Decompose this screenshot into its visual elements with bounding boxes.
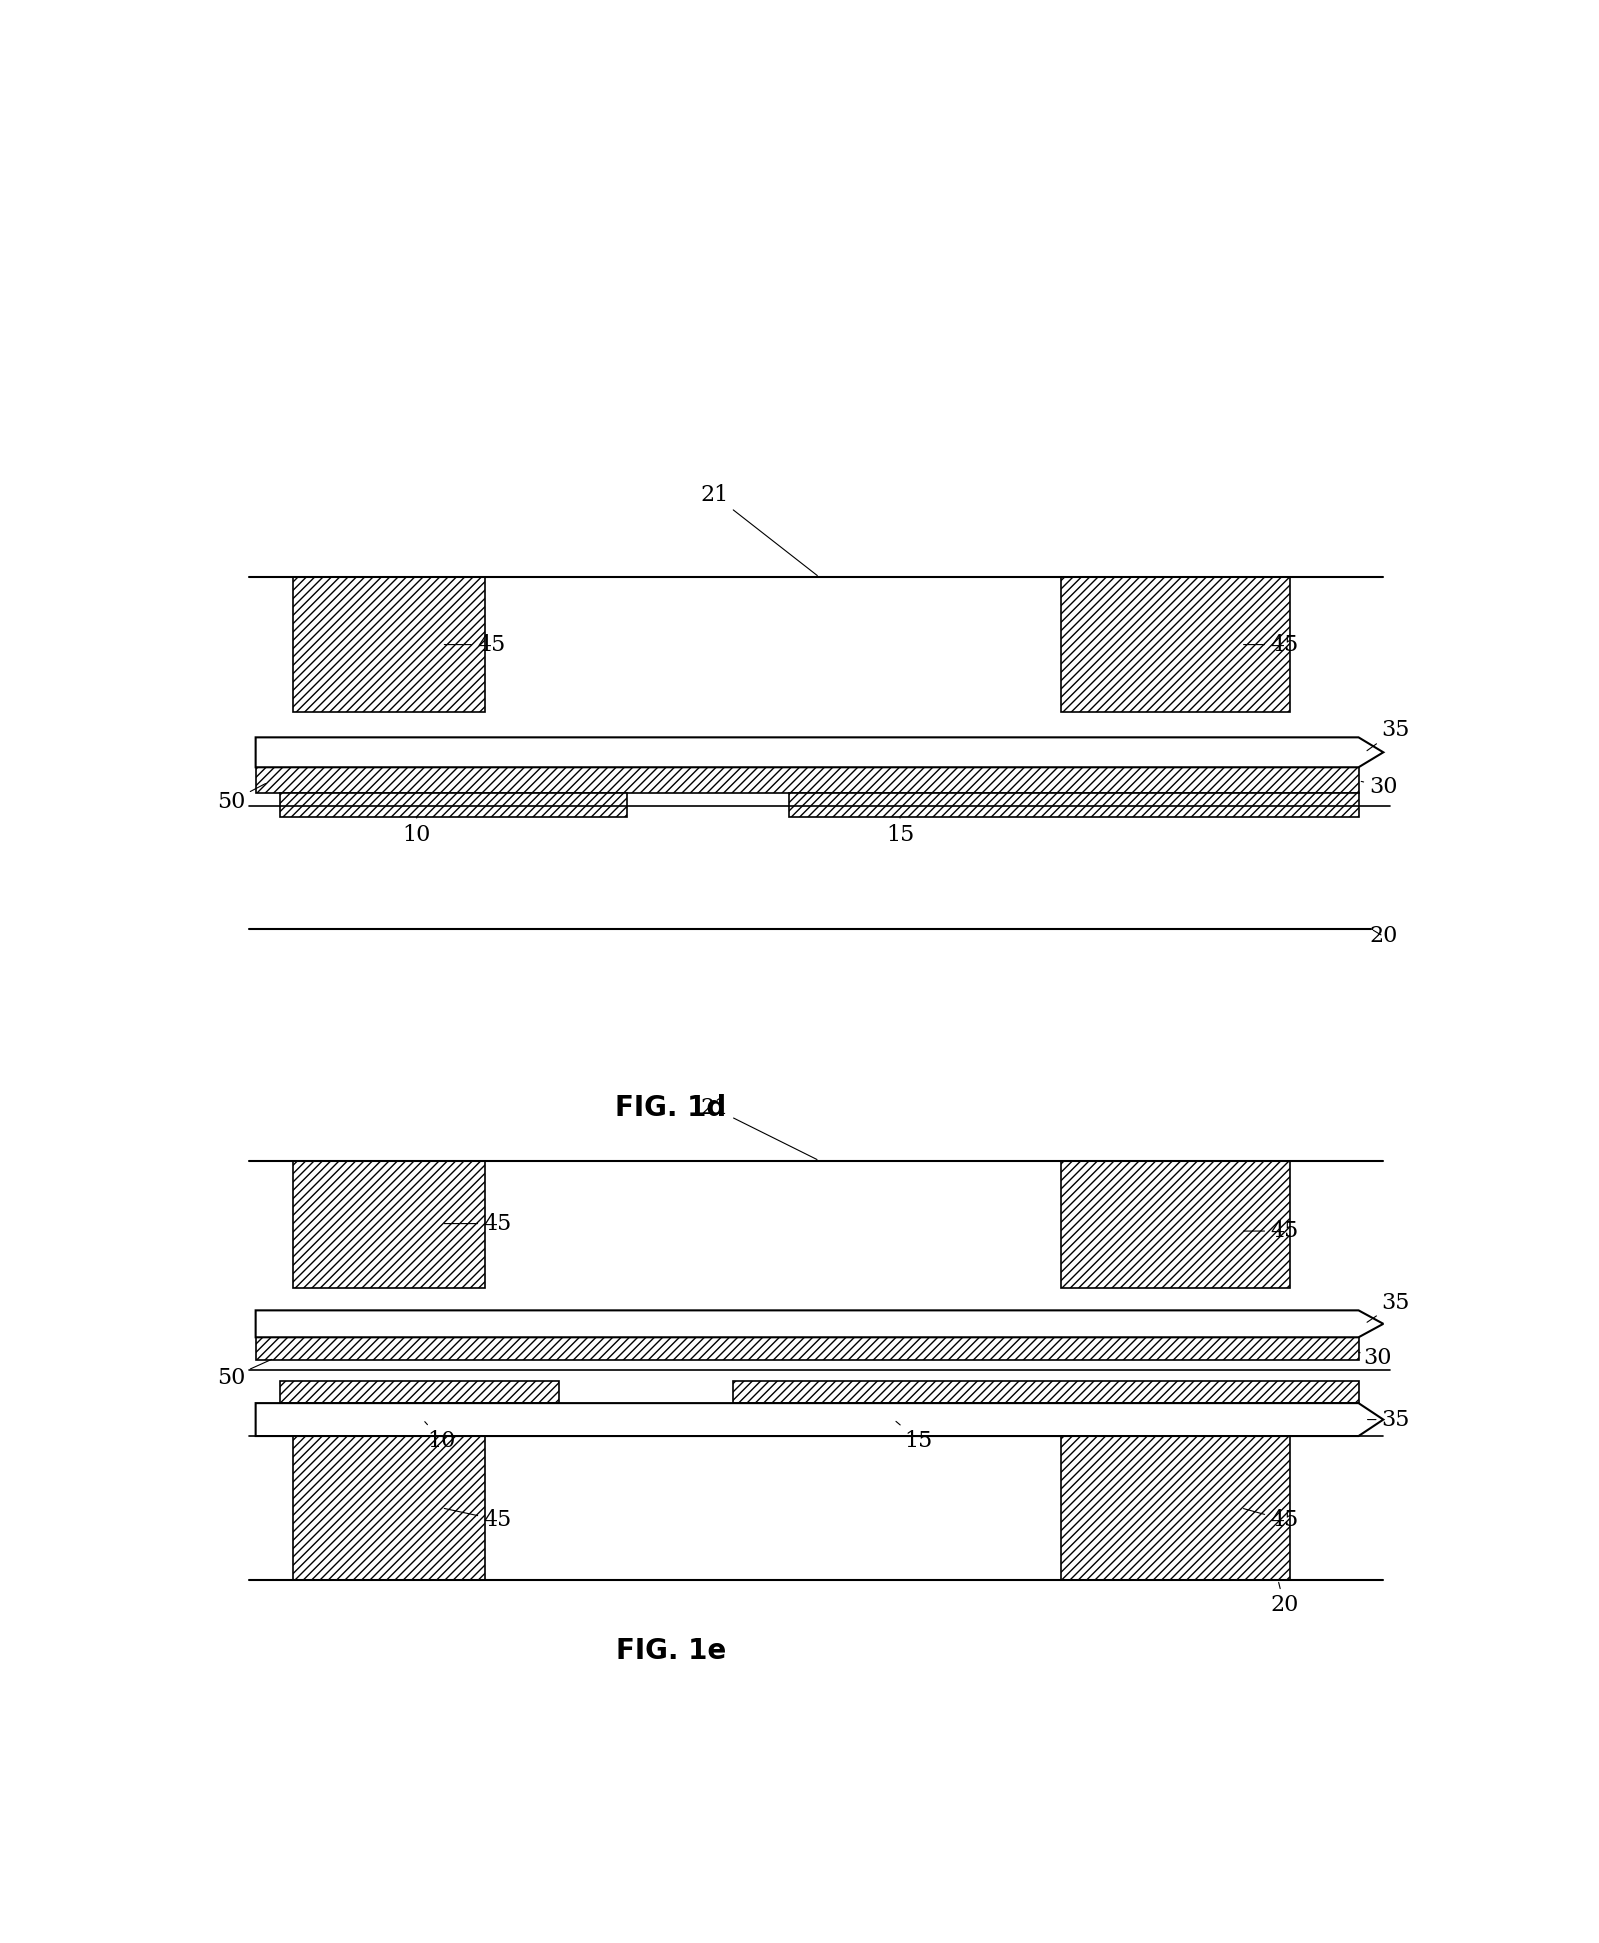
Bar bbox=[732, 1381, 1359, 1403]
Bar bbox=[1062, 1436, 1290, 1580]
Text: 15: 15 bbox=[886, 816, 915, 845]
Polygon shape bbox=[256, 736, 1383, 767]
Bar bbox=[256, 767, 1359, 793]
Bar bbox=[280, 1381, 560, 1403]
Text: 50: 50 bbox=[217, 1360, 272, 1389]
Bar bbox=[1062, 1160, 1290, 1288]
Bar bbox=[293, 577, 484, 711]
Bar bbox=[293, 1160, 484, 1288]
Text: 30: 30 bbox=[1359, 1346, 1391, 1370]
Text: 10: 10 bbox=[403, 816, 430, 845]
Bar bbox=[256, 1337, 1359, 1360]
Text: 21: 21 bbox=[700, 1098, 817, 1160]
Text: 30: 30 bbox=[1361, 775, 1398, 799]
Bar bbox=[280, 793, 627, 816]
Text: 15: 15 bbox=[895, 1422, 932, 1451]
Text: 20: 20 bbox=[1369, 925, 1398, 948]
Polygon shape bbox=[256, 1403, 1383, 1436]
Text: 45: 45 bbox=[445, 1212, 512, 1234]
Text: 45: 45 bbox=[1244, 633, 1298, 655]
Text: 45: 45 bbox=[445, 633, 505, 655]
Text: FIG. 1e: FIG. 1e bbox=[616, 1638, 726, 1665]
Text: 45: 45 bbox=[1244, 1508, 1298, 1531]
Bar bbox=[788, 793, 1359, 816]
Text: 10: 10 bbox=[425, 1422, 456, 1451]
Text: 50: 50 bbox=[217, 783, 265, 812]
Text: 20: 20 bbox=[1270, 1582, 1298, 1617]
Bar bbox=[293, 1436, 484, 1580]
Text: FIG. 1d: FIG. 1d bbox=[616, 1094, 726, 1123]
Text: 21: 21 bbox=[700, 484, 817, 575]
Text: 35: 35 bbox=[1367, 719, 1410, 750]
Text: 45: 45 bbox=[1244, 1220, 1298, 1242]
Text: 35: 35 bbox=[1367, 1292, 1410, 1323]
Bar bbox=[1062, 577, 1290, 711]
Polygon shape bbox=[256, 1310, 1383, 1337]
Text: 45: 45 bbox=[445, 1508, 512, 1531]
Text: 35: 35 bbox=[1367, 1409, 1410, 1430]
